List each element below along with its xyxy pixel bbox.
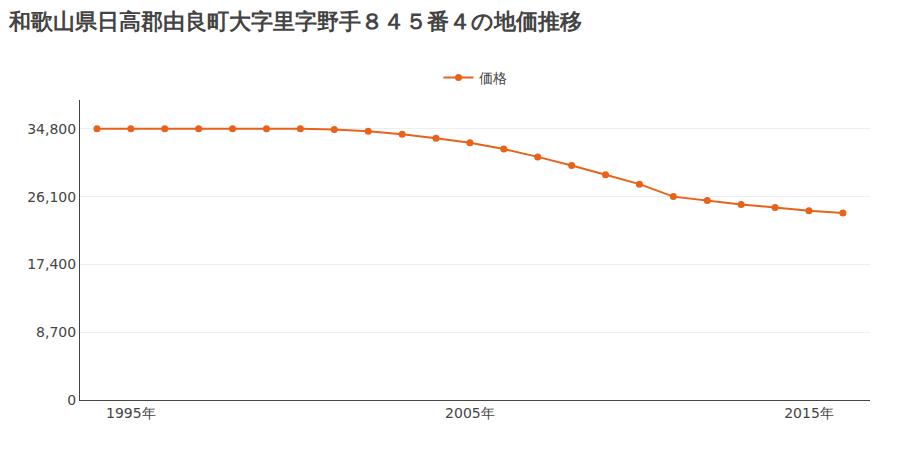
svg-text:8,700: 8,700: [36, 324, 76, 340]
svg-text:和歌山県日高郡由良町大字里字野手８４５番４の地価推移: 和歌山県日高郡由良町大字里字野手８４５番４の地価推移: [8, 9, 582, 34]
svg-text:0: 0: [67, 392, 76, 408]
svg-text:34,800: 34,800: [27, 121, 76, 137]
svg-text:26,100: 26,100: [27, 189, 76, 205]
svg-text:1995年: 1995年: [106, 405, 156, 421]
svg-text:17,400: 17,400: [27, 256, 76, 272]
svg-text:2005年: 2005年: [445, 405, 495, 421]
svg-text:価格: 価格: [479, 70, 507, 86]
svg-text:2015年: 2015年: [784, 405, 834, 421]
